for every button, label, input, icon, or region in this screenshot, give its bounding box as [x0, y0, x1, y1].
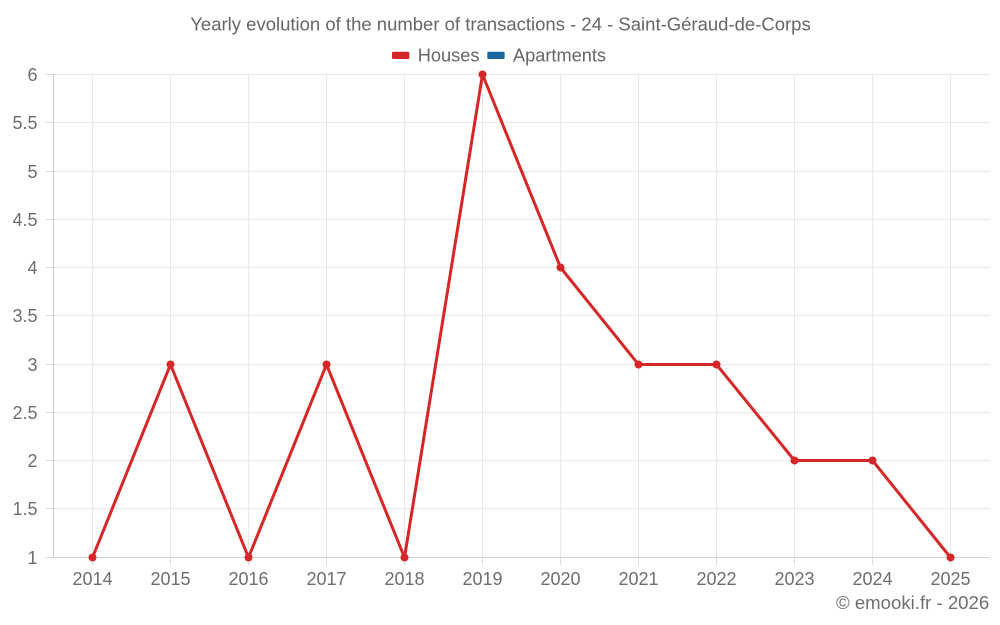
svg-text:2014: 2014	[72, 569, 112, 589]
svg-text:Apartments: Apartments	[513, 45, 606, 65]
svg-text:2025: 2025	[930, 569, 970, 589]
svg-text:4.5: 4.5	[12, 210, 37, 230]
svg-text:3.5: 3.5	[12, 306, 37, 326]
svg-text:3: 3	[27, 355, 37, 375]
svg-text:2: 2	[27, 451, 37, 471]
svg-text:2021: 2021	[618, 569, 658, 589]
svg-text:2019: 2019	[462, 569, 502, 589]
svg-text:2023: 2023	[774, 569, 814, 589]
svg-text:Yearly evolution of the number: Yearly evolution of the number of transa…	[190, 14, 810, 35]
svg-text:2.5: 2.5	[12, 403, 37, 423]
svg-text:© emooki.fr - 2026: © emooki.fr - 2026	[836, 592, 989, 613]
svg-text:2018: 2018	[384, 569, 424, 589]
svg-text:2020: 2020	[540, 569, 580, 589]
svg-text:Houses: Houses	[418, 45, 480, 65]
svg-text:2015: 2015	[150, 569, 190, 589]
svg-text:1: 1	[27, 548, 37, 568]
svg-text:5: 5	[27, 162, 37, 182]
svg-text:2024: 2024	[852, 569, 892, 589]
svg-text:5.5: 5.5	[12, 113, 37, 133]
svg-text:6: 6	[27, 65, 37, 85]
svg-text:2017: 2017	[306, 569, 346, 589]
svg-text:2016: 2016	[228, 569, 268, 589]
svg-text:1.5: 1.5	[12, 499, 37, 519]
svg-text:2022: 2022	[696, 569, 736, 589]
svg-text:4: 4	[27, 258, 37, 278]
